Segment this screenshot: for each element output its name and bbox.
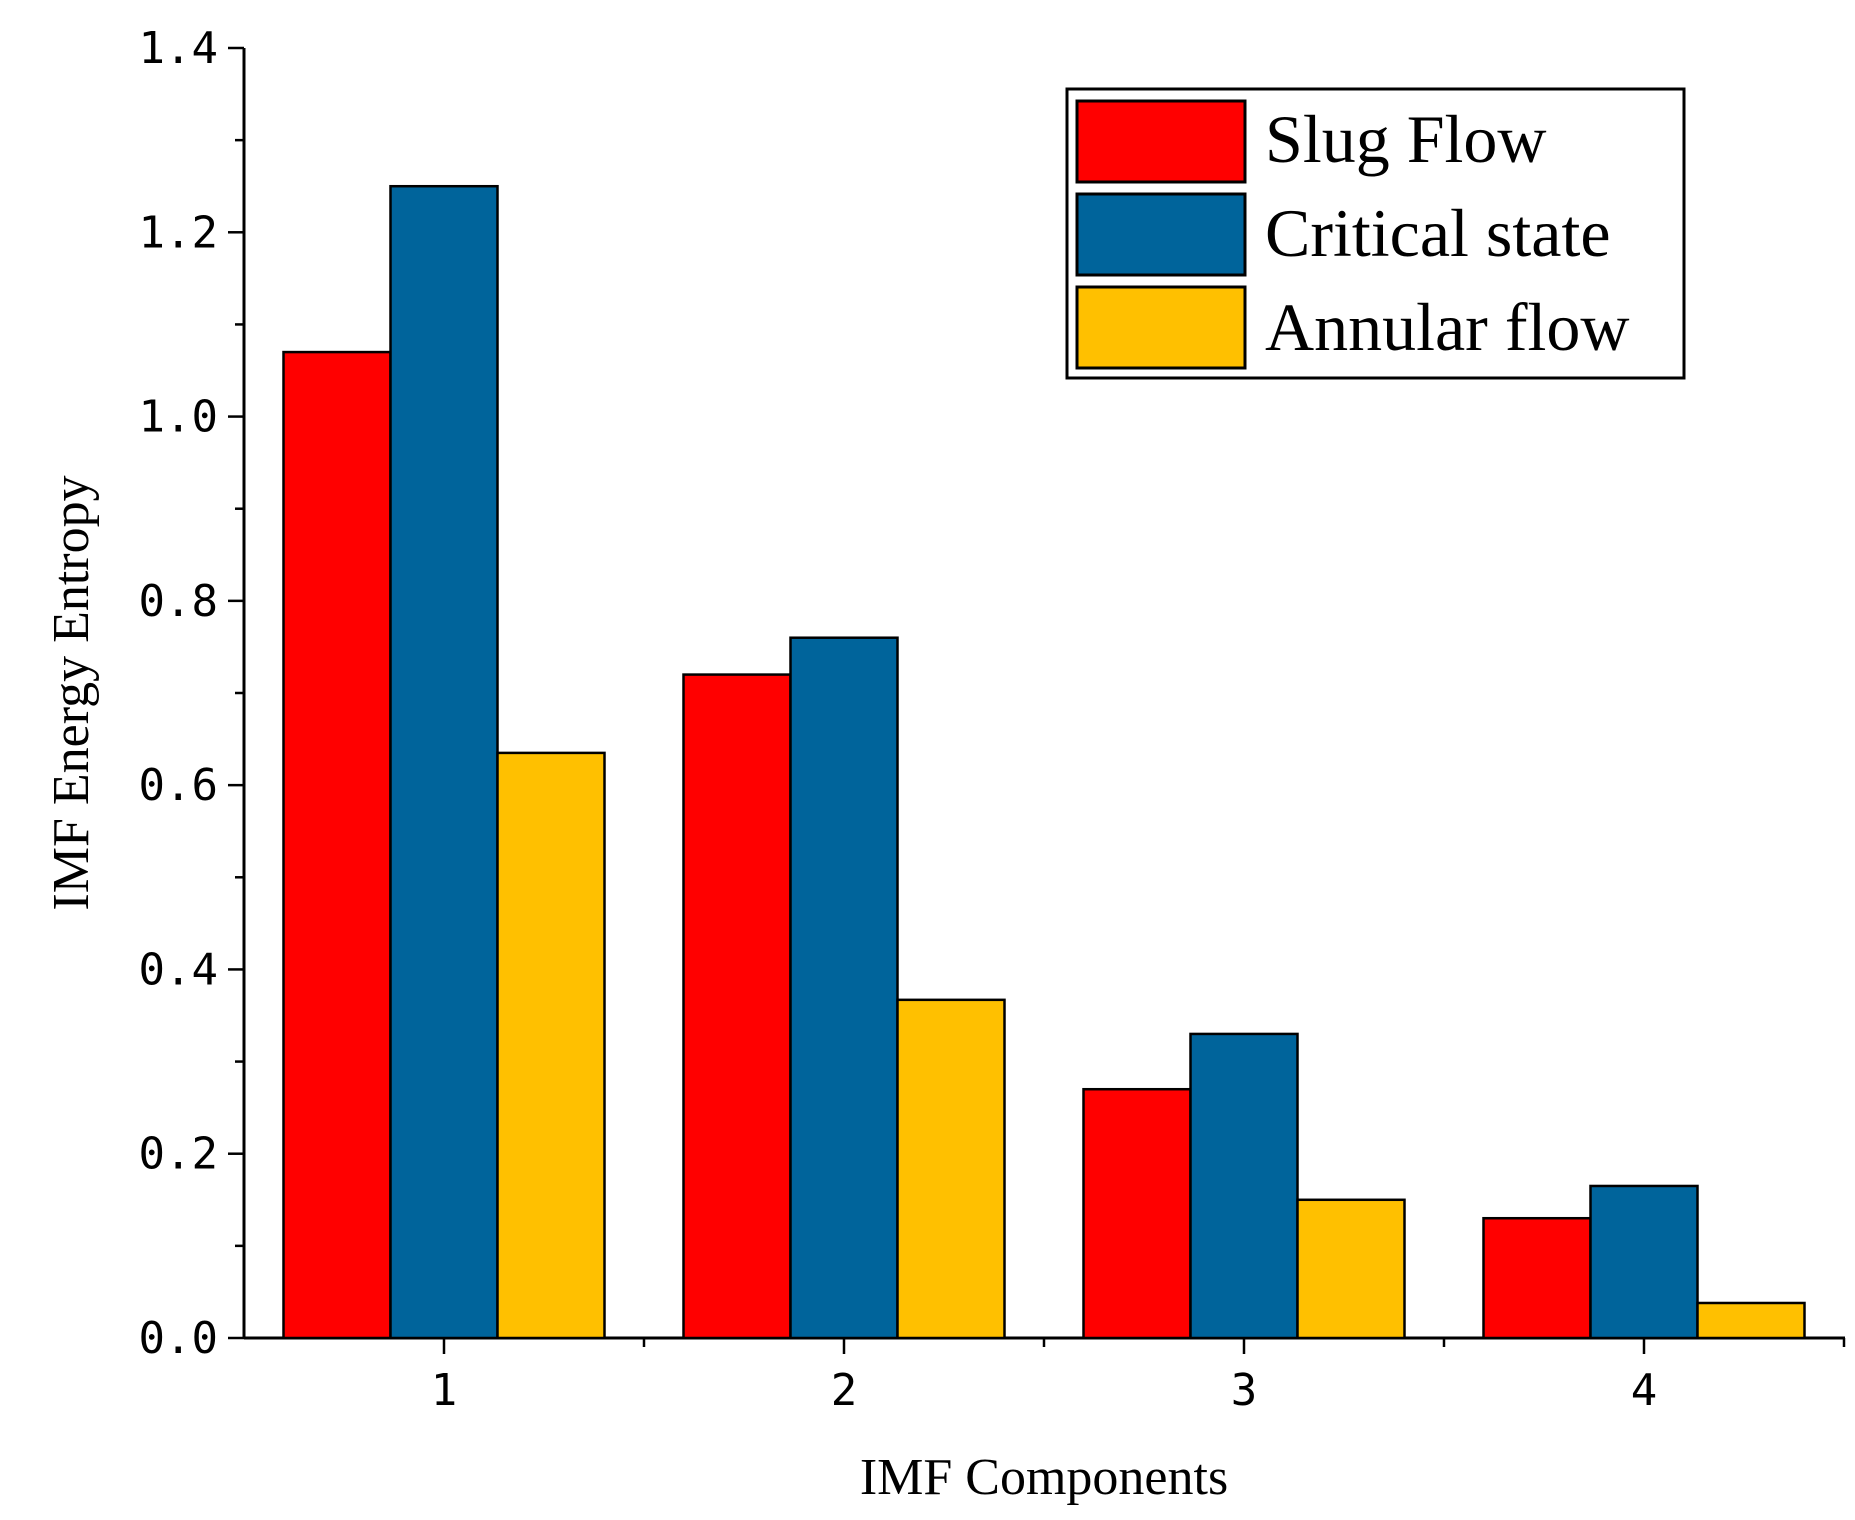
y-tick-label: 1.4 [139,23,218,74]
legend-label-slug-flow: Slug Flow [1265,101,1547,177]
legend-swatch-critical-state [1075,192,1247,277]
x-tick-label: 1 [431,1365,458,1416]
bar-slug-flow-1 [282,350,392,1340]
bar-critical-state-1 [389,184,499,1340]
bar-slug-flow-2 [682,673,792,1340]
x-tick-label: 3 [1231,1365,1258,1416]
bar-annular-flow-1 [496,751,606,1340]
bar-critical-state-4 [1589,1184,1699,1340]
bar-critical-state-2 [789,636,899,1340]
bar-annular-flow-2 [896,998,1006,1340]
bars [282,184,1806,1340]
bar-critical-state-3 [1189,1032,1299,1340]
legend-swatch-slug-flow [1075,99,1247,184]
x-ticks: 1 2 3 4 [431,1338,1846,1416]
bar-annular-flow-4 [1696,1301,1806,1340]
y-tick-label: 0.2 [139,1129,218,1180]
bar-slug-flow-3 [1082,1087,1192,1340]
y-tick-label: 1.0 [139,392,218,443]
x-tick-label: 2 [831,1365,858,1416]
x-tick-label: 4 [1631,1365,1658,1416]
y-axis-title: IMF Energy Entropy [43,475,100,910]
legend-swatch-annular-flow [1075,285,1247,370]
y-tick-label: 0.6 [139,760,218,811]
y-tick-label: 0.8 [139,576,218,627]
bar-annular-flow-3 [1296,1198,1406,1340]
y-tick-label: 0.4 [139,944,218,995]
y-tick-label: 1.2 [139,207,218,258]
bar-slug-flow-4 [1482,1216,1592,1340]
legend-label-critical-state: Critical state [1265,195,1611,271]
legend-label-annular-flow: Annular flow [1265,289,1629,365]
y-tick-label: 0.0 [139,1313,218,1364]
y-ticks: 0.0 0.2 0.4 0.6 0.8 1.0 1.2 1.4 [139,23,244,1364]
x-axis-title: IMF Components [860,1449,1228,1506]
legend: Slug Flow Critical state Annular flow [1065,87,1686,380]
